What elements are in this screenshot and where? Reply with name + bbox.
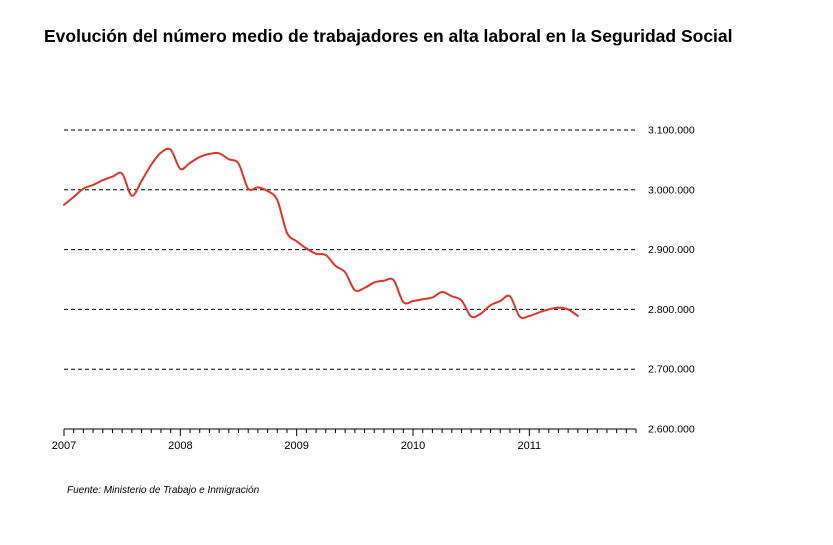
x-tick-label: 2007 [52,440,76,452]
y-tick-labels: 3.100.000 3.000.000 2.900.000 2.800.000 2.70… [648,125,695,436]
grid-lines [64,129,636,370]
y-tick-label: 2.900.000 [648,244,695,256]
y-tick-label: 2.800.000 [648,304,695,316]
x-tick-label: 2011 [518,440,542,452]
y-tick-label: 3.100.000 [648,125,695,137]
chart-title: Evolución del número medio de trabajador… [44,26,733,46]
x-tick-label: 2009 [284,440,308,452]
y-tick-label: 3.000.000 [648,184,695,196]
x-axis [63,428,637,436]
series-lines [63,147,579,319]
x-tick-label: 2010 [401,440,425,452]
y-tick-label: 2.700.000 [648,364,695,376]
y-tick-label: 2.600.000 [648,424,695,436]
source-note: Fuente: Ministerio de Trabajo e Inmigrac… [67,485,260,496]
x-tick-labels: 2007 2008 2009 2010 2011 [52,440,541,452]
x-tick-label: 2008 [168,440,192,452]
series-line [63,147,579,319]
